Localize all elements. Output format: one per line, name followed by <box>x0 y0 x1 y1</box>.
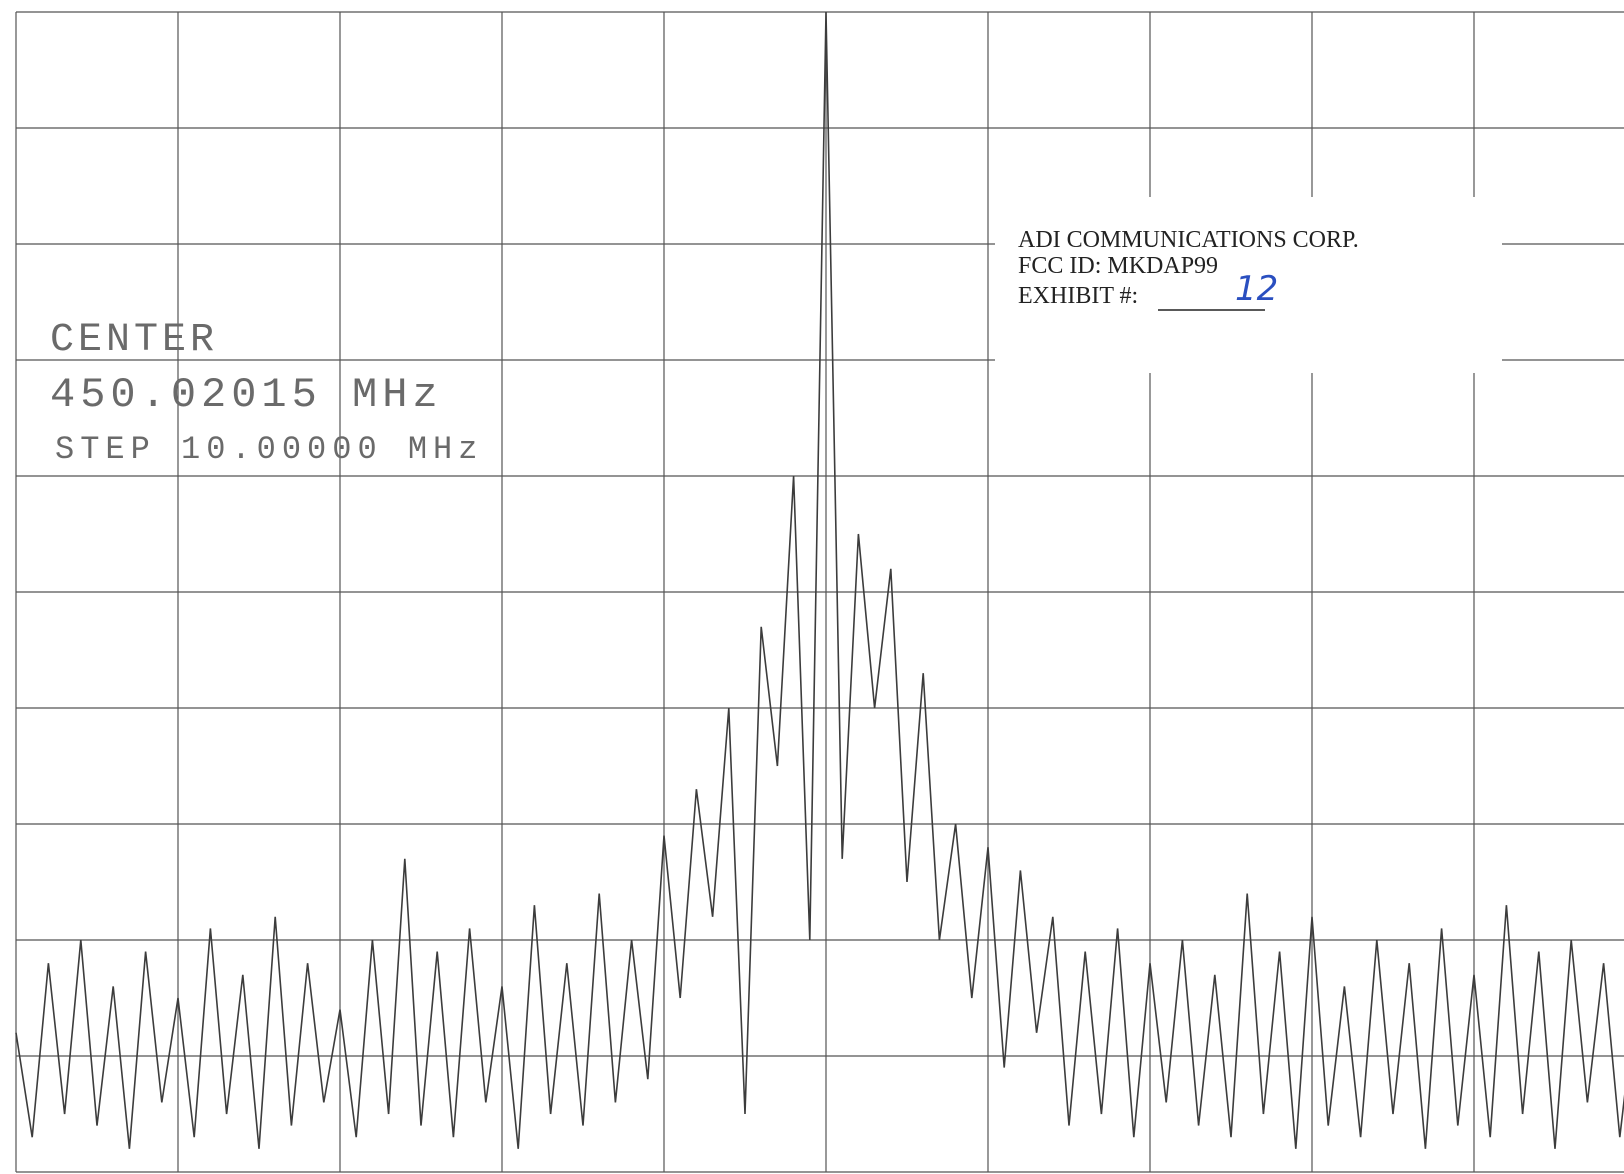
stamp-fcc-id: FCC ID: MKDAP99 <box>1018 253 1218 279</box>
stamp-company: ADI COMMUNICATIONS CORP. <box>1018 227 1359 253</box>
trace-line <box>15 11 1624 1149</box>
trace-layer <box>15 11 1624 1149</box>
annotation: 450.02015 MHz <box>50 371 443 419</box>
stamp-exhibit: EXHIBIT #: <box>1018 283 1138 309</box>
stamp-exhibit-number: 12 <box>1235 269 1278 309</box>
stamp-box <box>995 197 1502 373</box>
annotation: STEP 10.00000 MHz <box>55 431 483 468</box>
annotation: CENTER <box>50 318 218 363</box>
